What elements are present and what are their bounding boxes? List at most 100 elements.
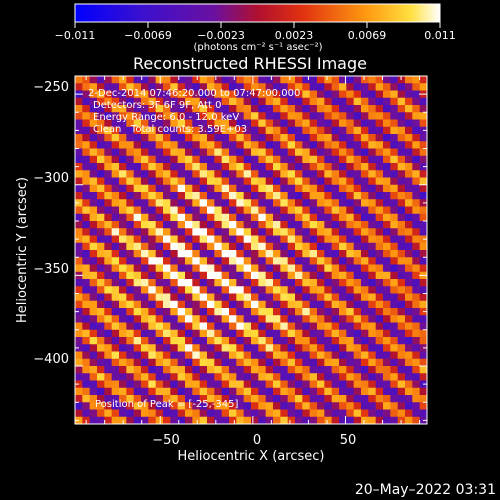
heatmap-cell (243, 235, 252, 244)
heatmap-cell (170, 373, 179, 381)
heatmap-cell (273, 170, 281, 178)
heatmap-cell (405, 373, 413, 381)
heatmap-cell (214, 235, 223, 244)
heatmap-cell (405, 351, 413, 360)
heatmap-cell (353, 206, 362, 215)
heatmap-cell (207, 97, 215, 106)
heatmap-cell (199, 192, 208, 200)
heatmap-cell (368, 308, 377, 316)
heatmap-cell (361, 170, 369, 178)
heatmap-cell (412, 177, 421, 186)
heatmap-cell (273, 177, 281, 186)
heatmap-cell (324, 242, 333, 251)
heatmap-cell (339, 257, 347, 265)
heatmap-cell (75, 366, 83, 374)
heatmap-cell (82, 358, 91, 367)
heatmap-cell (265, 184, 274, 193)
heatmap-cell (111, 97, 120, 106)
heatmap-cell (111, 206, 120, 215)
heatmap-cell (236, 286, 245, 294)
heatmap-cell (258, 351, 267, 360)
heatmap-cell (405, 315, 413, 323)
heatmap-cell (126, 134, 135, 142)
heatmap-cell (192, 337, 201, 345)
heatmap-cell (251, 300, 259, 309)
heatmap-cell (331, 155, 340, 164)
heatmap-cell (383, 337, 391, 345)
heatmap-cell (309, 242, 318, 251)
heatmap-cell (317, 358, 325, 367)
heatmap-cell (280, 177, 289, 186)
heatmap-cell (214, 286, 223, 294)
heatmap-cell (375, 416, 384, 425)
heatmap-cell (111, 228, 120, 236)
heatmap-cell (133, 112, 142, 120)
heatmap-cell (126, 83, 135, 91)
heatmap-cell (287, 329, 296, 338)
heatmap-cell (375, 228, 384, 236)
heatmap-cell (265, 134, 274, 142)
heatmap-cell (177, 344, 186, 352)
heatmap-cell (97, 170, 105, 178)
heatmap-cell (207, 112, 215, 120)
heatmap-cell (324, 271, 333, 280)
heatmap-cell (339, 134, 347, 142)
heatmap-cell (405, 126, 413, 135)
heatmap-cell (295, 242, 303, 251)
heatmap-cell (133, 83, 142, 91)
heatmap-cell (317, 228, 325, 236)
heatmap-cell (339, 235, 347, 244)
heatmap-cell (236, 235, 245, 244)
heatmap-cell (82, 134, 91, 142)
heatmap-cell (419, 221, 428, 229)
heatmap-cell (148, 126, 157, 135)
heatmap-cell (368, 264, 377, 273)
heatmap-cell (199, 184, 208, 193)
heatmap-cell (368, 184, 377, 193)
heatmap-cell (390, 416, 399, 425)
heatmap-cell (368, 228, 377, 236)
heatmap-cell (331, 184, 340, 193)
heatmap-cell (280, 409, 289, 418)
heatmap-cell (163, 206, 171, 215)
heatmap-cell (177, 242, 186, 251)
heatmap-cell (331, 387, 340, 396)
heatmap-cell (148, 221, 157, 229)
heatmap-cell (155, 177, 164, 186)
heatmap-cell (353, 199, 362, 207)
heatmap-cell (346, 279, 355, 287)
heatmap-cell (177, 177, 186, 186)
heatmap-cell (89, 184, 98, 193)
heatmap-cell (97, 192, 105, 200)
heatmap-cell (82, 126, 91, 135)
heatmap-cell (302, 395, 311, 403)
heatmap-cell (236, 358, 245, 367)
heatmap-cell (353, 395, 362, 403)
heatmap-cell (243, 141, 252, 149)
heatmap-cell (229, 148, 237, 157)
heatmap-cell (236, 90, 245, 99)
heatmap-cell (170, 192, 179, 200)
heatmap-cell (412, 228, 421, 236)
heatmap-cell (199, 279, 208, 287)
heatmap-cell (119, 199, 127, 207)
heatmap-cell (214, 308, 223, 316)
heatmap-cell (126, 402, 135, 410)
heatmap-cell (192, 416, 201, 425)
heatmap-cell (317, 126, 325, 135)
heatmap-cell (163, 235, 171, 244)
heatmap-cell (265, 300, 274, 309)
heatmap-cell (75, 257, 83, 265)
heatmap-cell (324, 155, 333, 164)
heatmap-cell (273, 112, 281, 120)
heatmap-cell (163, 112, 171, 120)
heatmap-cell (82, 380, 91, 389)
heatmap-cell (177, 271, 186, 280)
heatmap-cell (324, 119, 333, 128)
heatmap-cell (170, 155, 179, 164)
heatmap-cell (177, 279, 186, 287)
heatmap-cell (383, 83, 391, 91)
heatmap-cell (273, 148, 281, 157)
heatmap-cell (251, 250, 259, 258)
heatmap-cell (331, 308, 340, 316)
